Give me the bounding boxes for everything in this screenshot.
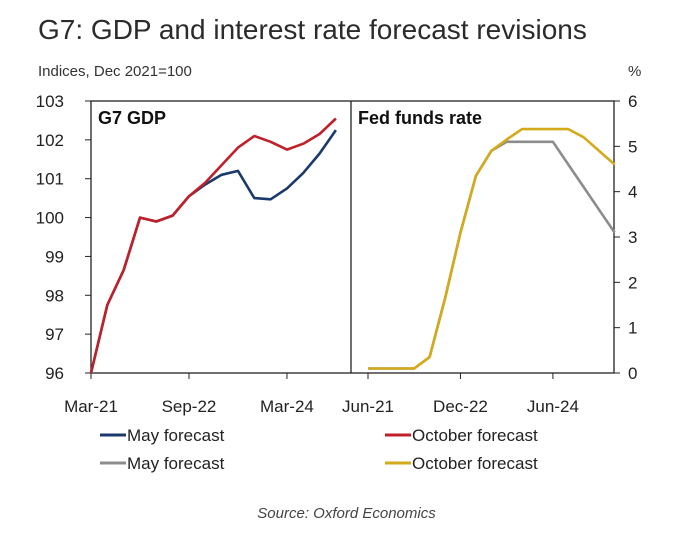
- gdp-y-tick-label: 101: [36, 170, 64, 189]
- fed-line-october-forecast: [368, 127, 616, 370]
- fed-y-tick-label: 5: [628, 137, 637, 156]
- fed-y-tick-label: 6: [628, 92, 637, 111]
- gdp-x-tick-label: Mar-21: [64, 397, 118, 416]
- legend-label-october-forecast: October forecast: [412, 454, 538, 473]
- fed-x-tick-label: Jun-24: [527, 397, 579, 416]
- gdp-lines: [89, 117, 337, 374]
- gdp-line-october-forecast: [89, 117, 337, 374]
- chart-title: G7: GDP and interest rate forecast revis…: [38, 14, 587, 45]
- gdp-y-tick-label: 102: [36, 131, 64, 150]
- panel-titles: G7 GDP Fed funds rate: [98, 108, 482, 128]
- gdp-y-tick-label: 97: [45, 325, 64, 344]
- gdp-y-tick-label: 100: [36, 209, 64, 228]
- fed-y-axis: % 0 1 2 3 4 5 6: [614, 63, 641, 383]
- gdp-x-tick-label: Mar-24: [260, 397, 314, 416]
- gdp-panel-title: G7 GDP: [98, 108, 166, 128]
- gdp-y-axis: Indices, Dec 2021=100 96 97 98 99 100 101 102 10…: [36, 63, 192, 383]
- gdp-y-tick-label: 96: [45, 364, 64, 383]
- gdp-x-tick-label: Sep-22: [162, 397, 217, 416]
- fed-lines: [368, 127, 616, 370]
- gdp-y-axis-label: Indices, Dec 2021=100: [38, 63, 192, 80]
- fed-panel-title: Fed funds rate: [358, 108, 482, 128]
- source-note: Source: Oxford Economics: [257, 505, 436, 522]
- gdp-y-tick-label: 103: [36, 92, 64, 111]
- legend-label-may-forecast: May forecast: [127, 426, 225, 445]
- fed-x-tick-label: Dec-22: [433, 397, 488, 416]
- gdp-y-tick-label: 98: [45, 286, 64, 305]
- x-axis: Mar-21 Sep-22 Mar-24 Jun-21 Dec-22 Jun-24: [64, 373, 579, 416]
- fed-y-tick-label: 2: [628, 273, 637, 292]
- fed-y-tick-label: 0: [628, 364, 637, 383]
- fed-y-axis-label: %: [628, 63, 641, 80]
- legend-label-may-forecast: May forecast: [127, 454, 225, 473]
- fed-y-tick-label: 4: [628, 183, 637, 202]
- fed-y-tick-label: 1: [628, 319, 637, 338]
- gdp-y-tick-label: 99: [45, 247, 64, 266]
- legend: May forecast October forecast May forecast…: [100, 426, 538, 473]
- gdp-line-may-forecast: [89, 129, 337, 374]
- fed-line-may-forecast: [368, 140, 616, 370]
- legend-label-october-forecast: October forecast: [412, 426, 538, 445]
- fed-x-tick-label: Jun-21: [342, 397, 394, 416]
- fed-y-tick-label: 3: [628, 228, 637, 247]
